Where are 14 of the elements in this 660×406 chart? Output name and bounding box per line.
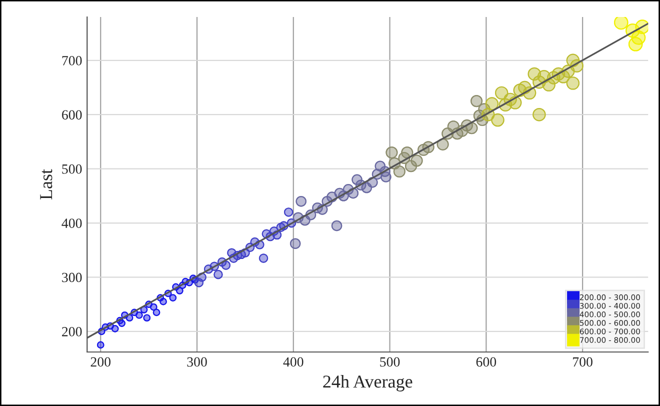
y-axis-title: Last (40, 169, 52, 200)
y-tick-label: 700 (62, 56, 82, 66)
y-tick-label: 400 (62, 218, 82, 228)
x-tick-label: 400 (283, 357, 304, 367)
x-tick-label: 200 (90, 357, 110, 367)
y-tick-label: 500 (62, 164, 82, 174)
y-tick-label: 600 (62, 110, 82, 120)
y-tick-label: 200 (62, 326, 82, 336)
x-tick-label: 600 (476, 357, 496, 367)
x-axis-title: 24h Average (323, 375, 412, 392)
y-tick-label: 300 (62, 272, 82, 282)
x-tick-label: 500 (380, 357, 400, 367)
x-tick-label: 300 (187, 357, 207, 367)
x-tick-label: 700 (573, 357, 592, 367)
